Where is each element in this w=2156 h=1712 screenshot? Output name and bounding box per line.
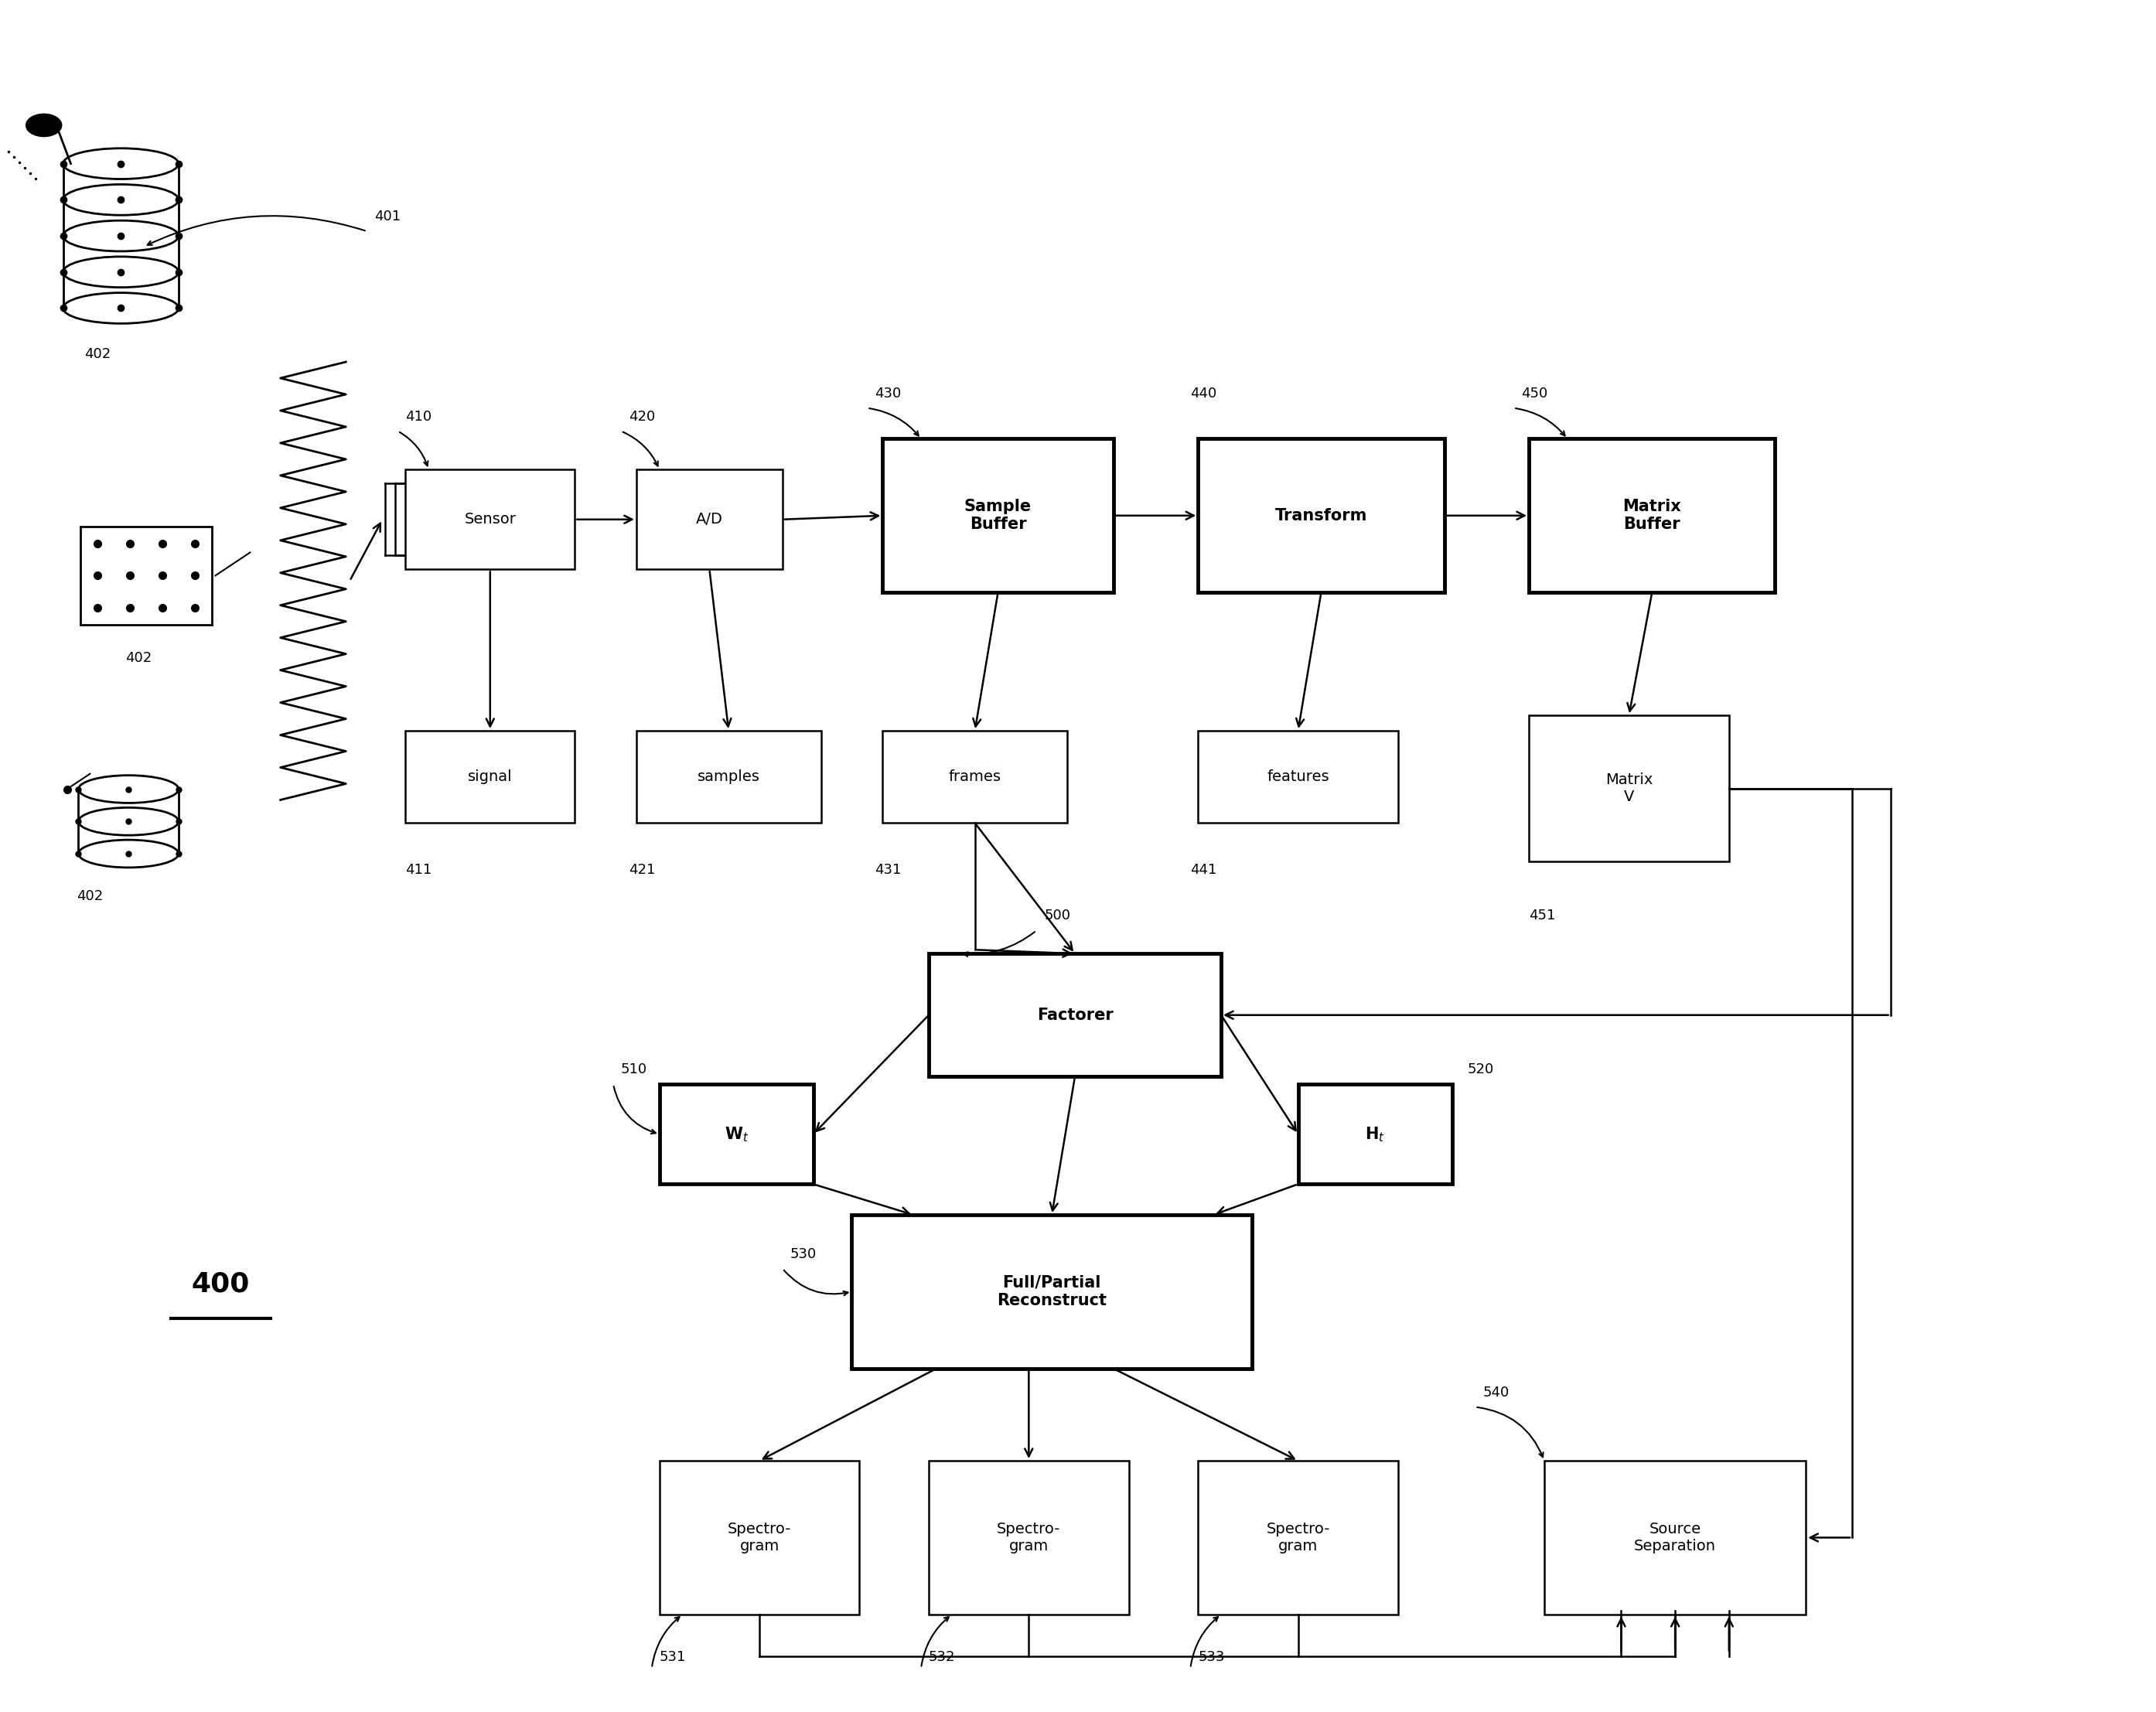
Ellipse shape — [26, 115, 60, 135]
Bar — [929, 1460, 1130, 1614]
Bar — [660, 1460, 860, 1614]
Text: 530: 530 — [791, 1246, 817, 1262]
Text: 532: 532 — [929, 1650, 955, 1664]
Text: W$_t$: W$_t$ — [724, 1125, 748, 1144]
Text: Matrix
V: Matrix V — [1606, 772, 1654, 805]
Text: 421: 421 — [630, 863, 655, 877]
Ellipse shape — [63, 149, 179, 180]
Bar — [636, 731, 821, 823]
Bar — [1529, 716, 1729, 861]
Text: 402: 402 — [125, 651, 151, 664]
Text: Spectro-
gram: Spectro- gram — [727, 1522, 791, 1553]
Text: frames: frames — [949, 769, 1000, 784]
Text: 540: 540 — [1483, 1385, 1509, 1399]
Text: Sample
Buffer: Sample Buffer — [964, 498, 1033, 532]
Bar — [1544, 1460, 1807, 1614]
Bar — [1199, 1460, 1397, 1614]
Ellipse shape — [63, 257, 179, 288]
Text: 531: 531 — [660, 1650, 686, 1664]
Text: Matrix
Buffer: Matrix Buffer — [1623, 498, 1682, 532]
Text: samples: samples — [696, 769, 759, 784]
Text: 441: 441 — [1190, 863, 1216, 877]
Bar — [1199, 731, 1397, 823]
Bar — [882, 731, 1067, 823]
Text: 450: 450 — [1522, 387, 1548, 401]
Ellipse shape — [63, 185, 179, 216]
Text: A/D: A/D — [696, 512, 722, 527]
Text: Full/Partial
Reconstruct: Full/Partial Reconstruct — [996, 1275, 1106, 1308]
Text: Transform: Transform — [1274, 508, 1367, 524]
Bar — [1298, 1084, 1451, 1185]
Text: 431: 431 — [875, 863, 901, 877]
Text: Source
Separation: Source Separation — [1634, 1522, 1716, 1553]
Bar — [636, 469, 783, 570]
Text: 451: 451 — [1529, 909, 1554, 923]
Ellipse shape — [78, 841, 179, 868]
Bar — [660, 1084, 813, 1185]
Text: 510: 510 — [621, 1063, 647, 1077]
Bar — [882, 438, 1112, 592]
Text: 402: 402 — [78, 889, 103, 902]
Text: 410: 410 — [405, 409, 431, 423]
Bar — [1199, 438, 1445, 592]
Text: Sensor: Sensor — [464, 512, 515, 527]
Bar — [80, 526, 211, 625]
Text: 400: 400 — [192, 1270, 250, 1298]
Text: signal: signal — [468, 769, 513, 784]
Text: 520: 520 — [1468, 1063, 1494, 1077]
Text: features: features — [1268, 769, 1330, 784]
Text: Spectro-
gram: Spectro- gram — [996, 1522, 1061, 1553]
Text: 420: 420 — [630, 409, 655, 423]
Bar — [929, 954, 1220, 1077]
Ellipse shape — [63, 221, 179, 252]
Text: 402: 402 — [84, 348, 110, 361]
Ellipse shape — [63, 293, 179, 324]
Ellipse shape — [78, 776, 179, 803]
Text: Spectro-
gram: Spectro- gram — [1266, 1522, 1330, 1553]
Text: 401: 401 — [375, 209, 401, 224]
Text: 533: 533 — [1199, 1650, 1225, 1664]
Ellipse shape — [78, 808, 179, 835]
Bar — [1529, 438, 1774, 592]
Text: 430: 430 — [875, 387, 901, 401]
Bar — [405, 469, 576, 570]
Bar — [405, 731, 576, 823]
Bar — [852, 1216, 1253, 1368]
Text: 500: 500 — [1044, 909, 1069, 923]
Text: Factorer: Factorer — [1037, 1007, 1112, 1022]
Text: H$_t$: H$_t$ — [1365, 1125, 1384, 1144]
Text: 440: 440 — [1190, 387, 1216, 401]
Text: 411: 411 — [405, 863, 431, 877]
